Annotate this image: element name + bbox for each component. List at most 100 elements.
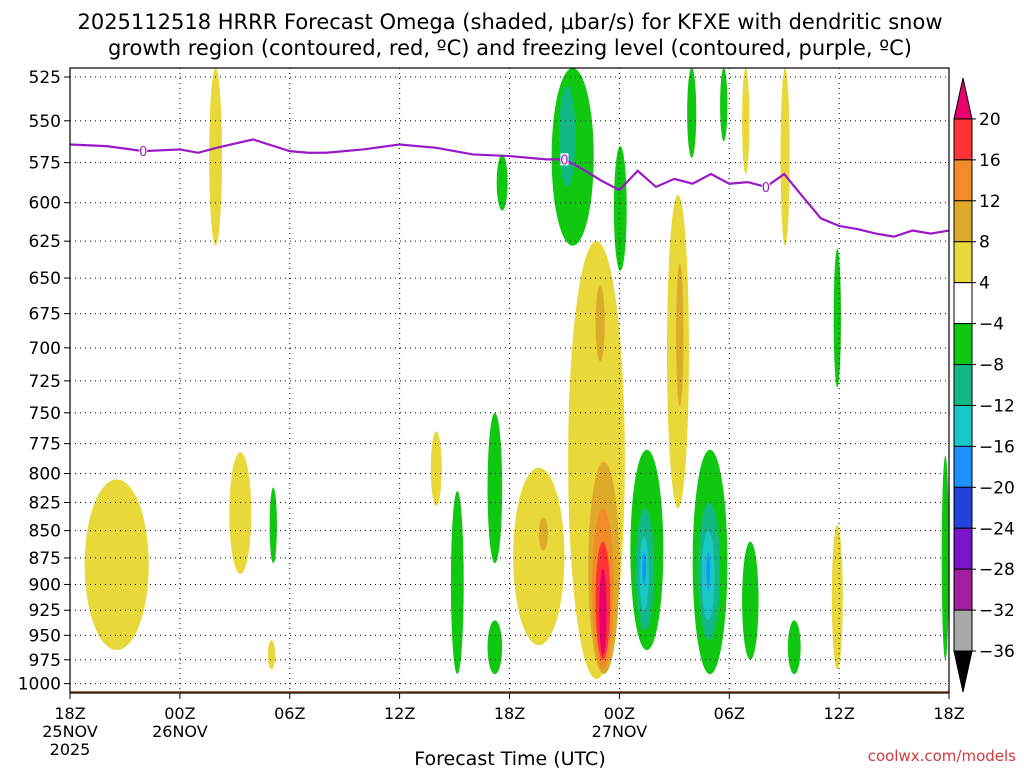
- y-tick-label: 825: [29, 494, 61, 514]
- x-tick-label: 06Z: [714, 704, 745, 723]
- y-tick-label: 675: [29, 305, 61, 325]
- y-tick-label: 925: [29, 601, 61, 621]
- colorbar-swatch: [953, 445, 973, 488]
- x-tick-date-label: 27NOV: [592, 722, 648, 741]
- y-tick-label: 575: [29, 154, 61, 174]
- terrain-layer: [70, 691, 949, 693]
- freezing-level-label-bg: [560, 153, 569, 166]
- omega-region: [558, 85, 576, 187]
- colorbar-swatch: [953, 486, 973, 529]
- y-axis: 525 550 575 600 625 650 675 700 725 750 775 800 825 8…: [18, 68, 70, 695]
- y-tick-label: 550: [29, 112, 61, 132]
- omega-region: [209, 68, 222, 246]
- y-tick-label: 975: [29, 651, 61, 671]
- omega-region: [487, 620, 503, 675]
- y-tick-label: 875: [29, 549, 61, 569]
- colorbar-swatch: [953, 364, 973, 406]
- colorbar-label: −16: [979, 437, 1015, 457]
- x-tick-date-label: 2025: [50, 740, 91, 759]
- omega-region: [430, 431, 442, 506]
- grid-layer: [69, 68, 950, 693]
- x-tick-date-label: 26NOV: [152, 722, 208, 741]
- colorbar-swatch: [953, 241, 973, 284]
- freezing-level-label: 0: [139, 145, 147, 160]
- colorbar-label: −12: [979, 396, 1015, 416]
- omega-region: [613, 146, 627, 271]
- y-tick-label: 1000: [18, 675, 61, 695]
- omega-region: [720, 68, 728, 142]
- y-tick-label: 775: [29, 435, 61, 455]
- colorbar-label: 12: [979, 192, 1001, 212]
- omega-region: [831, 525, 843, 670]
- colorbar-top-arrow: [953, 77, 973, 120]
- colorbar-swatch: [953, 568, 973, 611]
- y-tick-label: 700: [29, 339, 61, 359]
- y-tick-label: 600: [29, 194, 61, 214]
- omega-region: [496, 154, 508, 211]
- x-tick-label: 18Z: [54, 704, 85, 723]
- colorbar-swatch: [953, 159, 973, 202]
- y-tick-label: 650: [29, 269, 61, 289]
- omega-region: [742, 541, 759, 660]
- x-tick-label: 06Z: [274, 704, 305, 723]
- omega-region: [780, 68, 790, 246]
- site-credit: coolwx.com/models: [868, 747, 1016, 765]
- omega-region: [513, 467, 565, 646]
- omega-region: [84, 479, 149, 651]
- freezing-level-label: 0: [560, 153, 568, 168]
- colorbar-swatch: [953, 200, 973, 243]
- colorbar-label: −24: [979, 519, 1015, 539]
- freezing-level-label-bg: [761, 180, 770, 193]
- y-tick-label: 950: [29, 626, 61, 646]
- colorbar-label: 20: [979, 110, 1001, 130]
- colorbar-label: −36: [979, 642, 1015, 662]
- y-tick-label: 750: [29, 404, 61, 424]
- y-tick-label: 800: [29, 465, 61, 485]
- omega-region: [487, 412, 503, 564]
- y-tick-label: 525: [29, 68, 61, 88]
- omega-region: [450, 491, 464, 675]
- colorbar-swatch: [953, 282, 973, 325]
- terrain-strip: [70, 691, 949, 693]
- omega-region: [676, 263, 684, 407]
- omega-region: [538, 517, 548, 551]
- omega-region: [706, 552, 711, 590]
- x-axis-label: Forecast Time (UTC): [414, 748, 605, 768]
- omega-region: [267, 640, 276, 670]
- colorbar-swatch: [953, 609, 973, 652]
- chart-title-line-2: growth region (contoured, red, ºC) and f…: [108, 36, 912, 60]
- colorbar-swatch: [953, 527, 973, 570]
- x-tick-date-label: 25NOV: [42, 722, 98, 741]
- colorbar-swatch: [953, 118, 973, 161]
- y-tick-label: 725: [29, 372, 61, 392]
- colorbar-label: −4: [979, 315, 1004, 335]
- freezing-level-line: [70, 138, 949, 238]
- colorbar-label: −32: [979, 601, 1015, 621]
- chart-title-line-1: 2025112518 HRRR Forecast Omega (shaded, …: [77, 10, 942, 34]
- omega-region: [595, 285, 605, 362]
- colorbar-swatch: [953, 404, 973, 447]
- colorbar-label: −20: [979, 478, 1015, 498]
- omega-region: [599, 568, 607, 655]
- omega-region: [687, 68, 697, 158]
- colorbar-swatch: [953, 323, 973, 366]
- colorbar-bottom-arrow: [953, 650, 973, 693]
- omega-shading-layer: [84, 68, 949, 679]
- omega-region: [642, 552, 646, 585]
- x-tick-label: 12Z: [384, 704, 415, 723]
- x-tick-label: 18Z: [933, 704, 964, 723]
- colorbar-label: 4: [979, 274, 990, 294]
- omega-region: [269, 487, 277, 564]
- x-tick-label: 00Z: [164, 704, 195, 723]
- plot-frame: [69, 67, 950, 694]
- x-tick-label: 00Z: [604, 704, 635, 723]
- omega-region: [833, 248, 841, 388]
- colorbar-label: −8: [979, 356, 1004, 376]
- omega-region: [787, 620, 801, 675]
- x-tick-label: 18Z: [494, 704, 525, 723]
- colorbar-label: −28: [979, 560, 1015, 580]
- colorbar-label: 16: [979, 151, 1001, 171]
- omega-region: [229, 452, 252, 574]
